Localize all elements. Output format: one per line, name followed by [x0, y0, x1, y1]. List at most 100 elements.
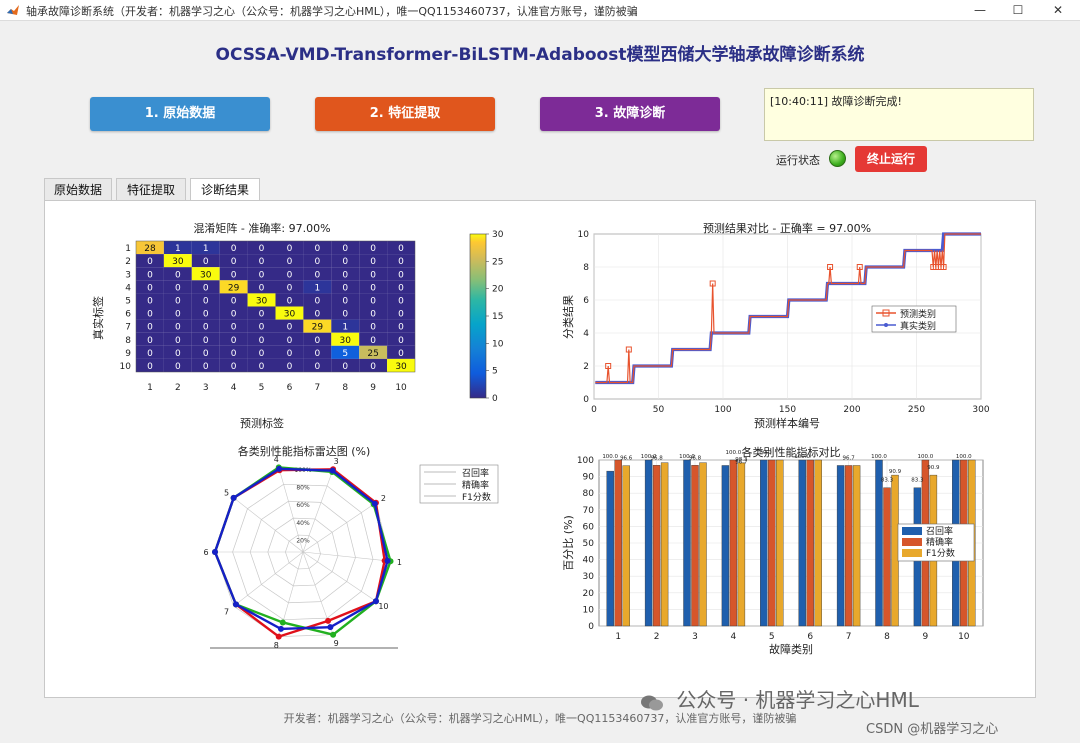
stop-button[interactable]: 终止运行: [855, 146, 927, 172]
colorbar-tick: 15: [492, 312, 503, 322]
bar-ytick: 80: [583, 489, 595, 499]
bar: [844, 465, 853, 627]
radar-legend: 召回率 精确率 F1分数: [419, 464, 499, 504]
step-feature-extraction-button[interactable]: 2. 特征提取: [315, 97, 495, 131]
heatmap-cell-label: 0: [259, 362, 265, 372]
line-ytick: 4: [583, 329, 589, 339]
radar-point: [275, 633, 282, 640]
heatmap-cell-label: 0: [398, 297, 404, 307]
bar-legend-f1: F1分数: [926, 547, 955, 559]
heatmap-cell-label: 1: [203, 244, 209, 254]
bar-value-label: 96.7: [842, 455, 855, 461]
heatmap-cell-label: 0: [370, 297, 376, 307]
heatmap-cell-label: 0: [287, 270, 293, 280]
radar-axis-label: 1: [397, 558, 402, 567]
step-fault-diagnosis-button[interactable]: 3. 故障诊断: [540, 97, 720, 131]
misclassified-marker: [827, 264, 834, 270]
heatmap-cell-label: 0: [203, 349, 209, 359]
heatmap-cell: [136, 267, 164, 281]
radar-point: [232, 601, 239, 608]
heatmap-cell: [136, 254, 164, 268]
heatmap-cell-label: 0: [342, 244, 348, 254]
heatmap-cell: [219, 267, 248, 281]
heatmap-cell: [163, 319, 192, 333]
heatmap-cell-label: 0: [314, 257, 320, 267]
heatmap-cell: [387, 254, 415, 268]
radar-point: [279, 619, 286, 626]
heatmap-cell-label: 0: [370, 336, 376, 346]
heatmap-ytick: 2: [125, 257, 131, 267]
heatmap-cell: [275, 241, 304, 255]
heatmap-cell-label: 30: [284, 310, 296, 320]
heatmap-cell: [303, 319, 332, 333]
heatmap-cell: [303, 345, 332, 359]
heatmap-cell: [275, 280, 304, 294]
close-button[interactable]: ✕: [1052, 3, 1064, 17]
bar: [776, 459, 784, 627]
line-legend: 预测类别 真实类别: [871, 305, 957, 333]
heatmap-cell: [331, 306, 360, 320]
line-ytick: 10: [578, 230, 590, 240]
heatmap-cell: [331, 319, 360, 333]
heatmap-cell-label: 0: [342, 362, 348, 372]
heatmap-cell: [303, 241, 332, 255]
heatmap-cell: [219, 241, 248, 255]
heatmap-cell: [219, 319, 248, 333]
heatmap-ylabel: 真实标签: [91, 296, 105, 340]
heatmap-cell-label: 0: [147, 362, 153, 372]
heatmap-cell-label: 0: [203, 283, 209, 293]
radar-axis-label: 7: [224, 608, 229, 617]
heatmap-cell-label: 0: [314, 310, 320, 320]
radar-legend-f1: F1分数: [462, 491, 491, 503]
heatmap-ytick: 1: [125, 244, 131, 254]
confusion-matrix-chart: 混淆矩阵 - 准确率: 97.00% 28 1 1 0 0 0 0 0 0 00 30 0 0 0 0 0 0 0…: [91, 221, 504, 430]
heatmap-cell: [359, 332, 388, 346]
minimize-button[interactable]: —: [974, 3, 986, 17]
heatmap-cell: [163, 241, 192, 255]
bar-value-label: 100.0: [956, 454, 972, 460]
wechat-watermark: 公众号 · 机器学习之心HML: [640, 684, 919, 713]
heatmap-cell-label: 0: [231, 244, 237, 254]
line-xtick: 100: [714, 405, 731, 415]
bar-ytick: 0: [588, 622, 594, 632]
tab-original-data[interactable]: 原始数据: [44, 178, 112, 200]
step-original-data-button[interactable]: 1. 原始数据: [90, 97, 270, 131]
heatmap-xlabel: 预测标签: [240, 416, 284, 430]
wechat-icon: [640, 693, 664, 711]
heatmap-cell: [387, 306, 415, 320]
heatmap-cell-label: 0: [398, 270, 404, 280]
tab-diagnosis-results[interactable]: 诊断结果: [190, 178, 260, 201]
bar: [806, 459, 814, 627]
maximize-button[interactable]: ☐: [1012, 3, 1024, 17]
radar-point: [212, 549, 218, 555]
radar-spoke: [233, 497, 304, 553]
bar-xlabel: 故障类别: [769, 642, 813, 656]
heatmap-cell: [219, 280, 248, 294]
bar-xtick: 1: [615, 632, 621, 642]
heatmap-cell: [359, 280, 388, 294]
heatmap-cell-label: 0: [398, 244, 404, 254]
app-title: OCSSA-VMD-Transformer-BiLSTM-Adaboost模型西…: [215, 45, 865, 65]
radar-spoke: [302, 502, 377, 553]
heatmap-title: 混淆矩阵 - 准确率: 97.00%: [193, 221, 330, 235]
bar: [606, 470, 614, 627]
heatmap-cell-label: 0: [175, 349, 181, 359]
heatmap-cell-label: 0: [147, 257, 153, 267]
heatmap-cell-label: 5: [342, 349, 348, 359]
window-title: 轴承故障诊断系统（开发者：机器学习之心（公众号：机器学习之心HML），唯一QQ1…: [26, 5, 638, 18]
bar: [891, 474, 899, 627]
bar: [729, 459, 738, 627]
radar-axis-label: 3: [334, 457, 339, 466]
tab-feature-extraction[interactable]: 特征提取: [116, 178, 186, 200]
heatmap-cell: [163, 267, 192, 281]
bar-value-label: 90.9: [889, 469, 902, 475]
radar-ring-label: 20%: [296, 537, 310, 544]
bar: [875, 459, 883, 627]
heatmap-cell-label: 1: [314, 283, 320, 293]
status-label: 运行状态: [776, 154, 820, 167]
bar: [737, 462, 746, 627]
heatmap-cell-label: 0: [259, 323, 265, 333]
radar-chart: 各类别性能指标雷达图 (%) 20%40%60%80%100% 12345678…: [203, 444, 499, 650]
heatmap-cell-label: 29: [312, 323, 324, 333]
bar: [660, 462, 669, 627]
